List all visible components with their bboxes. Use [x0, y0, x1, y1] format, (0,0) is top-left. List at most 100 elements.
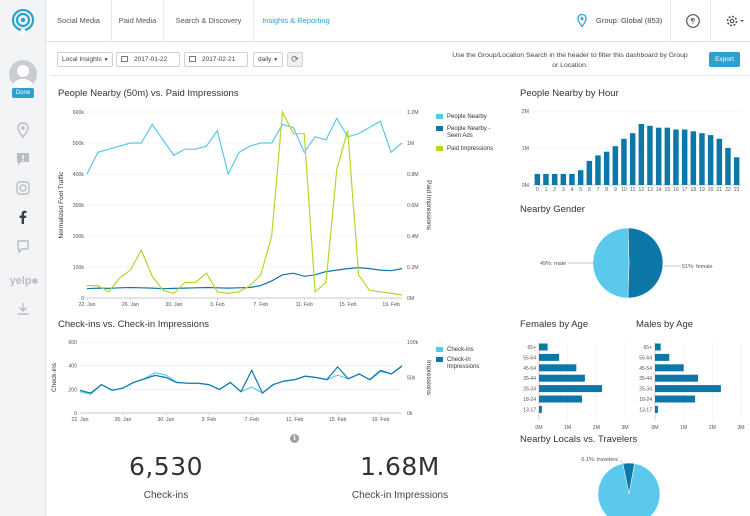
- location-pin-icon[interactable]: [13, 120, 33, 140]
- hour-tick-label: 3: [562, 187, 565, 193]
- hour-bar: [621, 138, 627, 186]
- facebook-icon[interactable]: [13, 207, 33, 227]
- y-tick-label: 200: [68, 387, 77, 393]
- legend-label-line: Seen Ads: [447, 133, 473, 139]
- pie-slice-female: [627, 227, 664, 299]
- tab-paid-media[interactable]: Paid Media: [112, 0, 164, 42]
- age-category-label: 18-24: [639, 397, 652, 403]
- x-tick-label: 26. Jan: [122, 302, 139, 308]
- hour-tick-label: 23: [734, 187, 740, 193]
- refresh-button[interactable]: ⟳: [287, 52, 303, 67]
- hour-tick-label: 22: [725, 187, 731, 193]
- x-tick-label: 30. Jan: [165, 302, 182, 308]
- settings-button[interactable]: [710, 0, 750, 42]
- hour-tick-label: 2: [553, 187, 556, 193]
- y-tick-label: 400: [68, 364, 77, 370]
- age-bar: [655, 353, 670, 361]
- series-line-1: [86, 266, 403, 290]
- tab-search-discovery[interactable]: Search & Discovery: [164, 0, 254, 42]
- y-tick-label: 0M: [522, 183, 529, 189]
- x-tick-label: 1M: [564, 425, 571, 431]
- hour-bar: [725, 148, 731, 185]
- legend-label: People Nearby -Seen Ads: [447, 126, 490, 139]
- hour-bar: [690, 131, 697, 185]
- legend-swatch: [436, 357, 443, 362]
- user-avatar[interactable]: [9, 60, 37, 88]
- feedback-icon[interactable]: [13, 237, 33, 257]
- hour-tick-label: 10: [621, 187, 627, 193]
- age-bar: [655, 343, 661, 351]
- hour-tick-label: 13: [647, 187, 653, 193]
- legend-label-line: Check-in: [447, 357, 471, 363]
- series-line-2: [87, 109, 403, 296]
- pie-slice-male: [592, 227, 630, 299]
- y2-tick-label: 0M: [407, 296, 414, 302]
- age-bar: [655, 385, 721, 393]
- help-button[interactable]: ?: [670, 0, 714, 42]
- age-category-label: 55-64: [639, 355, 652, 361]
- y-tick-label: 300k: [73, 203, 85, 209]
- export-button[interactable]: Export: [709, 52, 740, 67]
- instagram-icon[interactable]: [13, 178, 33, 198]
- info-icon[interactable]: i: [290, 434, 299, 443]
- help-icon: ?: [686, 14, 700, 28]
- x-tick-label: 22. Jan: [78, 302, 95, 308]
- x-tick-label: 15. Feb: [339, 302, 357, 308]
- y2-tick-label: 0.2M: [407, 265, 419, 271]
- done-badge[interactable]: Done: [12, 88, 34, 98]
- pie-slice-locals: [597, 463, 661, 516]
- hour-bar: [560, 173, 567, 185]
- hour-bar: [699, 133, 705, 185]
- granularity-select[interactable]: daily ▼: [253, 52, 283, 67]
- hour-bar: [569, 173, 575, 185]
- age-category-label: 45-54: [639, 366, 652, 372]
- hour-bar: [534, 173, 541, 185]
- tab-social-media[interactable]: Social Media: [46, 0, 112, 42]
- age-bar: [539, 353, 560, 361]
- tab-insights-reporting[interactable]: Insights & Reporting: [262, 16, 330, 25]
- comment-alert-icon[interactable]: [13, 149, 33, 169]
- pie-label-male: 49%: male: [540, 261, 566, 267]
- age-bar: [539, 374, 585, 382]
- y2-tick-label: 0.6M: [407, 203, 419, 209]
- x-tick-label: 22. Jan: [71, 417, 88, 423]
- age-bar: [539, 385, 603, 393]
- x-tick-label: 30. Jan: [157, 417, 174, 423]
- hour-bar: [612, 146, 619, 186]
- x-tick-label: 11. Feb: [296, 302, 313, 308]
- yelp-icon[interactable]: yelp✱: [9, 275, 39, 287]
- age-category-label: 13-17: [523, 407, 536, 413]
- age-bar: [655, 395, 696, 403]
- age-category-label: 25-34: [639, 387, 652, 393]
- hour-bar: [629, 133, 636, 185]
- download-icon[interactable]: [13, 299, 33, 319]
- y-tick-label: 1M: [522, 146, 529, 152]
- gear-icon: [726, 15, 744, 27]
- age-bar: [655, 374, 698, 382]
- insights-select-value: Local Insights: [62, 56, 102, 63]
- end-date-input[interactable]: 2017-02-21: [184, 52, 248, 67]
- filter-help-text: Use the Group/Location Search in the hea…: [452, 52, 688, 69]
- x-tick-label: 3. Feb: [210, 302, 225, 308]
- hour-bar: [586, 160, 593, 185]
- y-axis-label: Check-ins: [51, 362, 58, 392]
- chart-title-by-hour: People Nearby by Hour: [520, 88, 619, 99]
- hour-tick-label: 16: [673, 187, 679, 193]
- y-tick-label: 400k: [73, 172, 85, 178]
- legend-label: Check-ins: [447, 347, 474, 353]
- start-date-input[interactable]: 2017-01-22: [116, 52, 180, 67]
- legend-label: People Nearby: [447, 114, 487, 120]
- top-navigation: Social Media Paid Media Search & Discove…: [46, 0, 750, 42]
- insights-select[interactable]: Local Insights ▼: [57, 52, 113, 67]
- age-bar: [539, 364, 577, 372]
- calendar-icon: [189, 56, 196, 62]
- chevron-down-icon: ▼: [689, 18, 695, 24]
- age-bar: [655, 364, 684, 372]
- x-tick-label: 19. Feb: [382, 302, 400, 308]
- app-logo-icon[interactable]: [11, 8, 35, 36]
- x-tick-label: 3M: [621, 425, 628, 431]
- group-label: Group: Global (853): [596, 16, 663, 25]
- chart-title-locals-travelers: Nearby Locals vs. Travelers: [520, 434, 638, 445]
- x-tick-label: 7. Feb: [253, 302, 268, 308]
